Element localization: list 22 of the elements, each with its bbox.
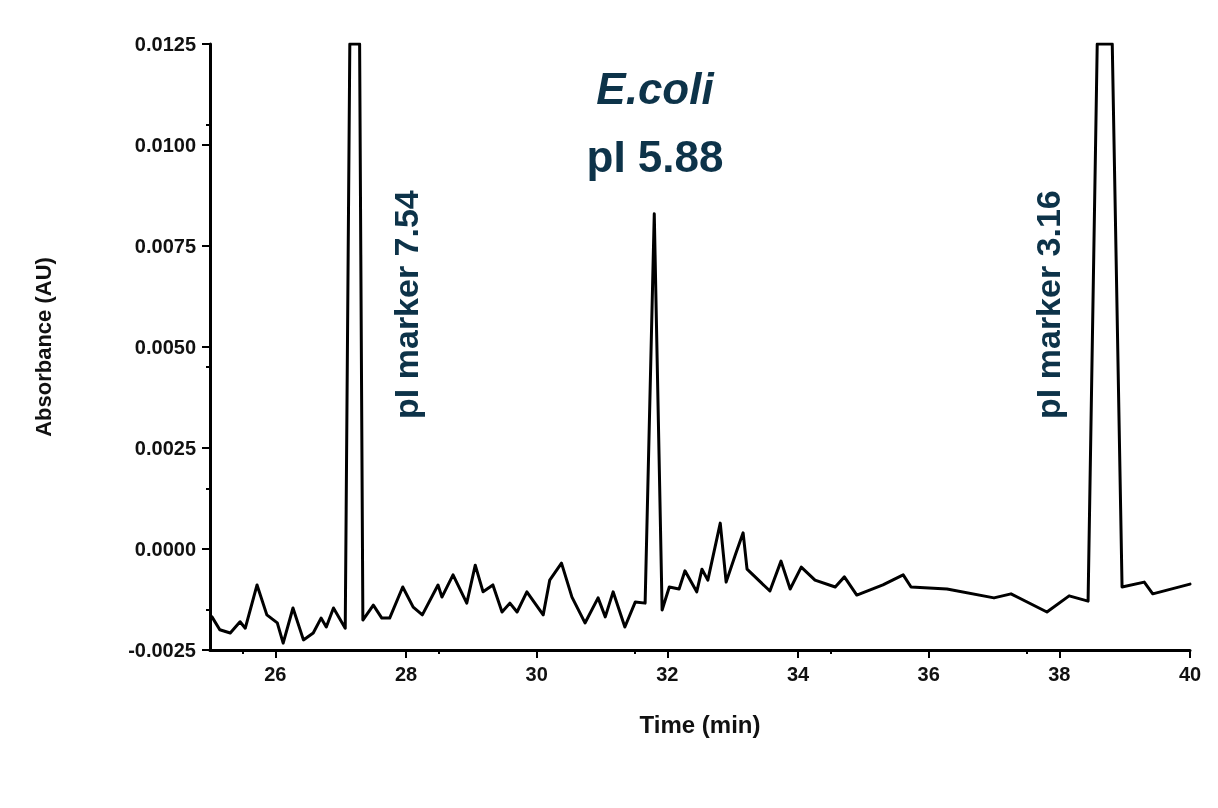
y-tick-label: 0.0075 [134, 235, 196, 257]
y-axis-title: Absorbance (AU) [30, 257, 56, 437]
x-tick-label: 26 [264, 663, 287, 685]
x-tick-label: 38 [1048, 663, 1071, 685]
x-tick-label: 28 [394, 663, 418, 685]
y-tick-label: 0.0000 [134, 538, 196, 560]
annotation: E.coli [596, 63, 715, 113]
x-axis-title: Time (min) [639, 710, 761, 738]
line-series [210, 42, 1192, 645]
y-tick-label: 0.0025 [134, 437, 196, 459]
x-tick-label: 36 [917, 663, 940, 685]
x-tick-label: 40 [1178, 663, 1202, 685]
x-tick-label: 32 [656, 663, 679, 685]
annotation: pI marker 7.54 [387, 190, 425, 419]
annotation: pI 5.88 [586, 131, 724, 181]
x-tick-label: 34 [786, 663, 810, 685]
y-tick-label: 0.0050 [134, 336, 196, 358]
y-tick-label: 0.0100 [134, 134, 196, 156]
x-tick-label: 30 [525, 663, 548, 685]
y-tick-label: 0.0125 [134, 33, 196, 55]
annotation: pI marker 3.16 [1028, 190, 1067, 419]
y-tick-label: -0.0025 [128, 639, 196, 661]
